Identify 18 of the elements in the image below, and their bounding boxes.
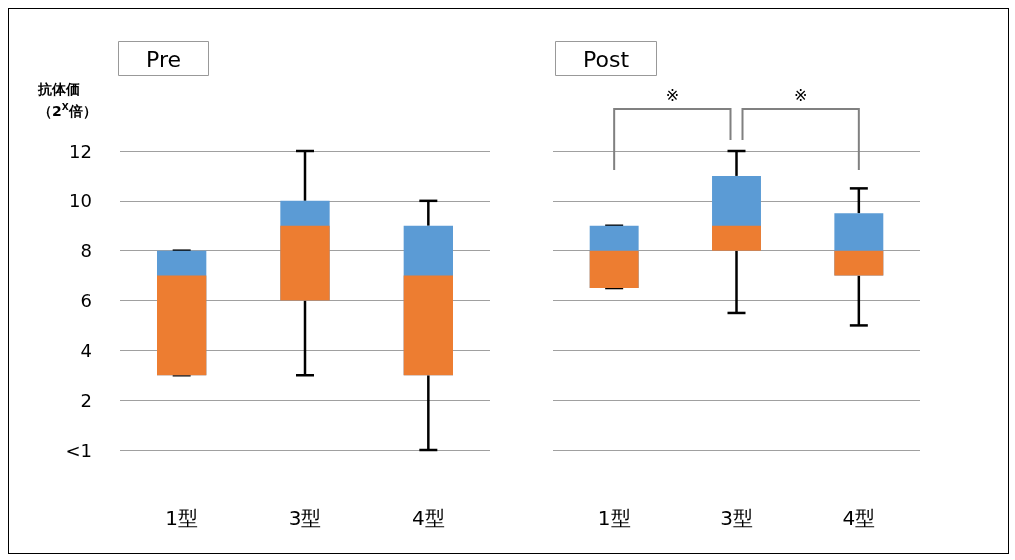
- y-tick-label: 8: [80, 240, 92, 262]
- y-tick-label: 6: [80, 290, 92, 311]
- y-axis-title: 抗体価（2$^{X}$倍）: [38, 80, 98, 121]
- text: ※: [665, 86, 680, 105]
- x-tick-label: 1型: [165, 506, 199, 530]
- y-tick-label: 10: [69, 190, 92, 212]
- y-tick-label: 2: [80, 389, 92, 411]
- x-tick-label: 3型: [720, 506, 753, 530]
- y-tick-label: <1: [65, 439, 92, 461]
- y-tick-label: 4: [80, 339, 92, 361]
- x-tick-label: 4型: [411, 506, 445, 530]
- y-tick-label: 12: [69, 140, 92, 162]
- x-tick-label: 4型: [842, 506, 876, 530]
- text: ※: [793, 86, 808, 105]
- chart-title: Pre: [146, 46, 181, 72]
- x-tick-label: 3型: [288, 506, 322, 530]
- x-tick-label: 1型: [597, 506, 631, 530]
- chart-title: Post: [583, 46, 630, 72]
